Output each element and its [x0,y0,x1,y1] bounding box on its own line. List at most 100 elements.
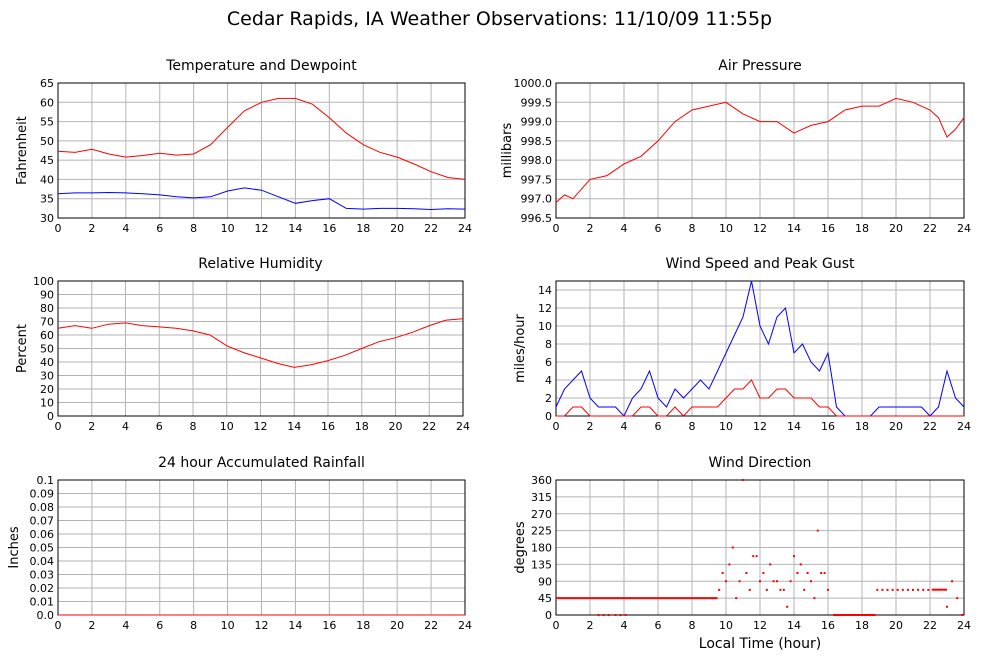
data-point [927,588,930,591]
x-tick-label: 16 [821,619,835,632]
y-tick-label: 999.5 [521,96,553,109]
y-tick-label: 999.0 [521,116,553,129]
data-point [607,614,610,616]
chart-humidity: 0 2 4 6 8 10 12 14 16 18 20 22 240102030405060708090… [15,256,470,433]
y-axis-label: degrees [513,521,528,574]
chart-title: Relative Humidity [198,256,322,272]
chart-direction: 0 2 4 6 8 10 12 14 16 18 20 22 240459013518022527031… [513,455,971,632]
y-tick-label: 65 [40,77,54,90]
data-point [803,588,806,591]
data-point [912,588,914,591]
data-point [782,588,785,591]
y-tick-label: 90 [40,289,54,302]
x-tick-label: 16 [322,619,336,632]
x-tick-label: 18 [855,619,869,632]
y-tick-label: 50 [40,343,54,356]
data-point [806,572,809,574]
x-tick-label: 6 [655,619,662,632]
data-point [614,614,617,616]
y-tick-label: 6 [545,356,552,369]
chart-title: Temperature and Dewpoint [165,58,357,74]
x-tick-label: 14 [288,222,302,235]
y-tick-label: 45 [538,592,552,605]
x-tick-label: 6 [655,420,662,433]
data-point [820,572,823,574]
data-point [602,614,605,616]
chart-rain: 0 2 4 6 8 10 12 14 16 18 20 22 240.00.010.020.030.04… [7,455,472,632]
x-tick-label: 22 [424,222,438,235]
data-point [896,588,899,591]
y-tick-label: 0.08 [30,501,55,514]
x-tick-label: 4 [122,420,129,433]
series-pressure [555,97,965,203]
y-tick-label: 0.01 [30,596,55,609]
x-tick-label: 2 [88,619,95,632]
x-tick-label: 4 [621,222,628,235]
x-tick-label: 22 [923,222,937,235]
y-tick-label: 0.1 [37,474,55,487]
data-point [718,588,721,591]
y-tick-label: 315 [531,491,552,504]
x-tick-label: 12 [255,619,269,632]
data-point [779,588,782,591]
x-tick-label: 22 [422,420,436,433]
x-tick-label: 14 [287,420,301,433]
y-tick-label: 100 [33,275,54,288]
x-tick-label: 14 [787,222,801,235]
x-tick-label: 6 [156,420,163,433]
data-point [762,572,765,574]
chart-title: Wind Speed and Peak Gust [666,256,855,272]
data-point [956,597,959,600]
x-tick-label: 18 [855,222,869,235]
data-point [799,563,802,566]
data-point [738,580,741,583]
x-tick-label: 24 [957,420,971,433]
x-tick-label: 20 [889,222,903,235]
y-tick-label: 0.06 [30,528,55,541]
plot-frame [57,82,466,219]
data-point [816,529,819,532]
y-tick-label: 20 [40,383,54,396]
x-tick-label: 20 [889,619,903,632]
y-axis-label: Percent [15,324,30,373]
x-tick-label: 18 [355,420,369,433]
data-point [906,588,909,591]
data-point [886,588,889,591]
plot-frame [555,479,965,616]
x-tick-label: 10 [719,619,733,632]
y-tick-label: 0.09 [30,488,55,501]
y-tick-label: 30 [40,212,54,225]
y-axis-label: miles/hour [513,313,528,382]
x-tick-label: 14 [288,619,302,632]
y-tick-label: 90 [538,575,552,588]
y-tick-label: 10 [40,397,54,410]
x-tick-label: 2 [587,619,594,632]
y-axis-label: Fahrenheit [15,116,30,185]
y-tick-label: 0.02 [30,582,55,595]
data-point [624,614,627,616]
data-point [891,588,894,591]
x-tick-label: 8 [689,420,696,433]
x-tick-label: 10 [719,420,733,433]
data-point [813,597,816,600]
x-tick-label: 4 [122,619,129,632]
data-point [755,555,758,558]
data-point [742,479,744,481]
data-point [765,588,768,591]
data-point [769,563,772,566]
y-tick-label: 0 [545,410,552,423]
x-tick-label: 18 [356,619,370,632]
x-tick-label: 12 [753,420,767,433]
data-point [881,588,884,591]
x-tick-label: 12 [753,222,767,235]
data-point [725,580,727,583]
data-point [793,555,795,558]
chart-title: Wind Direction [709,455,812,471]
data-point [721,572,724,574]
y-tick-label: 0.04 [30,555,55,568]
y-tick-label: 0 [545,609,552,622]
x-axis-label: Local Time (hour) [698,636,822,652]
x-tick-label: 24 [957,619,971,632]
